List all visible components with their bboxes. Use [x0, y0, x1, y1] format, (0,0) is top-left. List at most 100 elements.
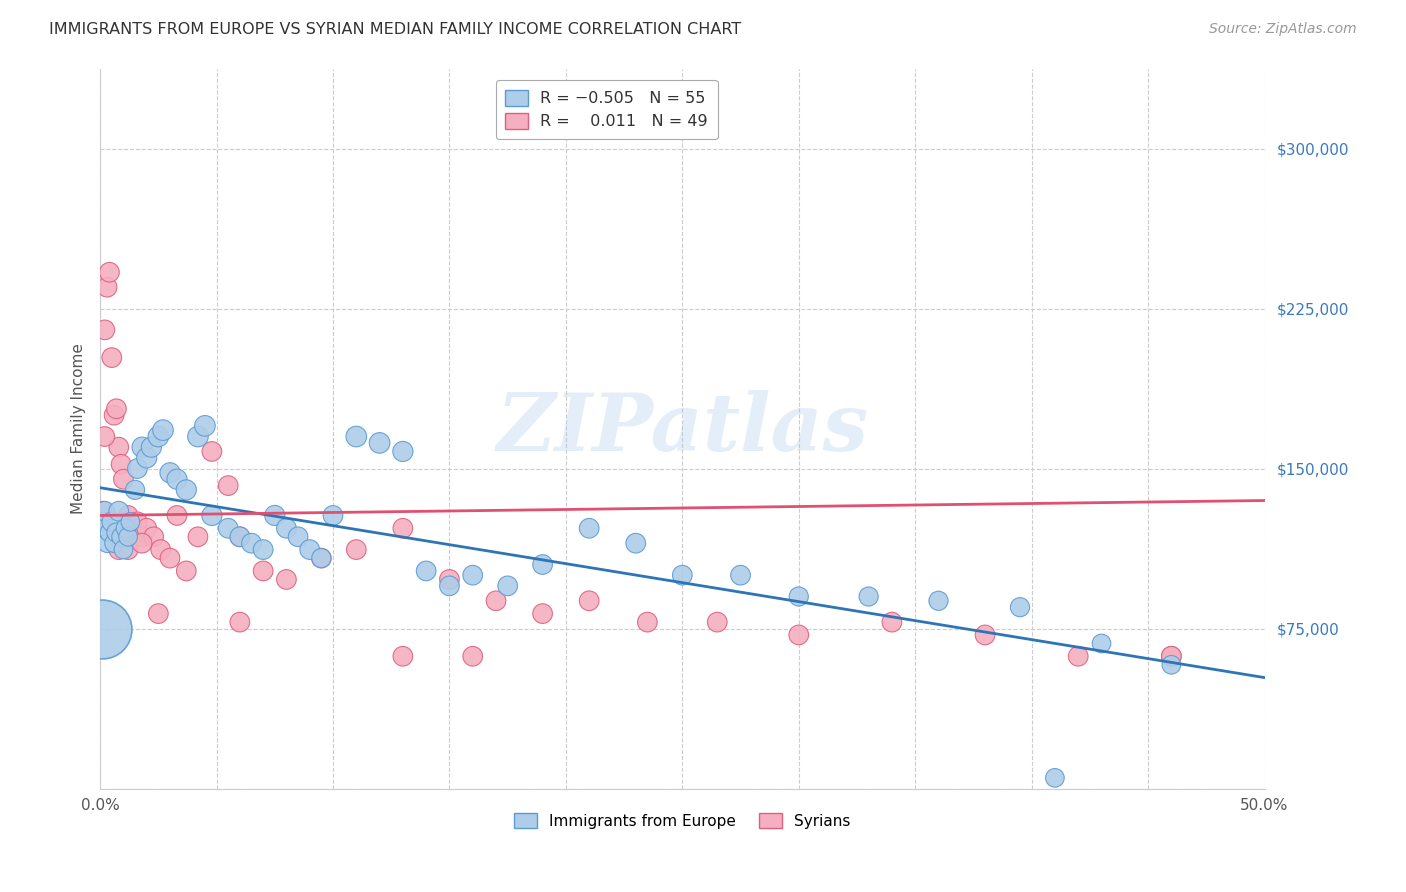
- Point: [287, 530, 309, 544]
- Point: [94, 429, 117, 443]
- Point: [1160, 649, 1182, 664]
- Point: [174, 483, 197, 497]
- Point: [166, 508, 188, 523]
- Point: [1160, 649, 1182, 664]
- Point: [624, 536, 647, 550]
- Point: [142, 530, 165, 544]
- Point: [94, 323, 117, 337]
- Point: [107, 440, 129, 454]
- Point: [114, 521, 136, 535]
- Point: [311, 551, 333, 566]
- Point: [415, 564, 437, 578]
- Point: [706, 615, 728, 629]
- Point: [103, 408, 125, 422]
- Point: [263, 508, 285, 523]
- Point: [578, 521, 600, 535]
- Point: [311, 551, 333, 566]
- Point: [96, 280, 118, 294]
- Point: [439, 573, 461, 587]
- Point: [229, 530, 252, 544]
- Point: [131, 536, 153, 550]
- Point: [159, 466, 181, 480]
- Point: [194, 418, 217, 433]
- Point: [276, 573, 298, 587]
- Point: [531, 558, 554, 572]
- Point: [117, 508, 139, 523]
- Point: [152, 423, 174, 437]
- Point: [148, 607, 170, 621]
- Point: [100, 351, 122, 365]
- Point: [730, 568, 752, 582]
- Point: [368, 436, 391, 450]
- Point: [787, 590, 810, 604]
- Point: [120, 515, 142, 529]
- Point: [166, 472, 188, 486]
- Point: [392, 649, 415, 664]
- Point: [112, 472, 135, 486]
- Point: [187, 530, 209, 544]
- Point: [974, 628, 997, 642]
- Point: [103, 536, 125, 550]
- Point: [217, 521, 239, 535]
- Point: [91, 515, 114, 529]
- Point: [531, 607, 554, 621]
- Point: [1160, 657, 1182, 672]
- Point: [107, 542, 129, 557]
- Point: [229, 615, 252, 629]
- Point: [174, 564, 197, 578]
- Point: [117, 542, 139, 557]
- Point: [127, 515, 149, 529]
- Point: [927, 594, 949, 608]
- Point: [201, 444, 224, 458]
- Point: [100, 515, 122, 529]
- Point: [636, 615, 658, 629]
- Point: [1067, 649, 1090, 664]
- Point: [229, 530, 252, 544]
- Point: [344, 542, 367, 557]
- Point: [298, 542, 321, 557]
- Point: [322, 508, 344, 523]
- Point: [107, 504, 129, 518]
- Point: [131, 440, 153, 454]
- Point: [858, 590, 880, 604]
- Point: [252, 542, 274, 557]
- Text: ZIPatlas: ZIPatlas: [496, 390, 869, 467]
- Point: [217, 478, 239, 492]
- Point: [135, 521, 157, 535]
- Legend: Immigrants from Europe, Syrians: Immigrants from Europe, Syrians: [508, 806, 856, 835]
- Point: [112, 542, 135, 557]
- Point: [98, 265, 121, 279]
- Point: [1043, 771, 1066, 785]
- Point: [121, 521, 143, 535]
- Point: [392, 444, 415, 458]
- Point: [461, 649, 484, 664]
- Point: [201, 508, 224, 523]
- Point: [105, 525, 128, 540]
- Point: [159, 551, 181, 566]
- Point: [1008, 600, 1031, 615]
- Point: [127, 461, 149, 475]
- Point: [96, 536, 118, 550]
- Point: [148, 429, 170, 443]
- Point: [1090, 636, 1112, 650]
- Text: IMMIGRANTS FROM EUROPE VS SYRIAN MEDIAN FAMILY INCOME CORRELATION CHART: IMMIGRANTS FROM EUROPE VS SYRIAN MEDIAN …: [49, 22, 741, 37]
- Point: [149, 542, 172, 557]
- Point: [131, 530, 153, 544]
- Point: [252, 564, 274, 578]
- Text: Source: ZipAtlas.com: Source: ZipAtlas.com: [1209, 22, 1357, 37]
- Point: [124, 483, 146, 497]
- Point: [98, 525, 121, 540]
- Point: [578, 594, 600, 608]
- Point: [141, 440, 163, 454]
- Point: [671, 568, 693, 582]
- Point: [135, 450, 157, 465]
- Point: [344, 429, 367, 443]
- Point: [187, 429, 209, 443]
- Point: [496, 579, 519, 593]
- Point: [787, 628, 810, 642]
- Point: [439, 579, 461, 593]
- Point: [880, 615, 903, 629]
- Point: [240, 536, 263, 550]
- Y-axis label: Median Family Income: Median Family Income: [72, 343, 86, 514]
- Point: [94, 504, 117, 518]
